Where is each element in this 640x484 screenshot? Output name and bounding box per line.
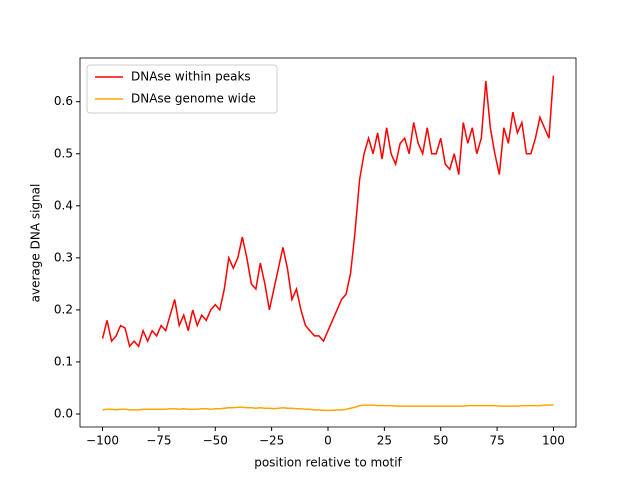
- legend-label: DNAse genome wide: [131, 92, 256, 106]
- legend-box: [86, 64, 278, 114]
- x-tick-label: −25: [259, 434, 284, 448]
- x-axis-label: position relative to motif: [254, 456, 402, 470]
- x-tick-label: −50: [203, 434, 228, 448]
- y-tick-label: 0.5: [54, 146, 73, 160]
- x-tick-label: 25: [377, 434, 392, 448]
- x-tick-label: −75: [146, 434, 171, 448]
- y-tick-label: 0.3: [54, 250, 73, 264]
- y-tick-label: 0.6: [54, 94, 73, 108]
- line-series: [102, 404, 554, 412]
- legend-label: DNAse within peaks: [131, 70, 251, 84]
- x-tick-label: 50: [433, 434, 448, 448]
- line-series: [101, 75, 555, 348]
- x-tick-label: 75: [489, 434, 504, 448]
- x-tick-label: 100: [542, 434, 565, 448]
- y-tick-label: 0.4: [54, 198, 73, 212]
- y-tick-label: 0.2: [54, 302, 73, 316]
- x-tick-label: −100: [86, 434, 119, 448]
- y-axis-label: average DNA signal: [29, 184, 43, 303]
- y-tick-label: 0.1: [54, 354, 73, 368]
- y-tick-label: 0.0: [54, 406, 73, 420]
- x-tick-label: 0: [324, 434, 332, 448]
- plot-frame: [79, 57, 577, 428]
